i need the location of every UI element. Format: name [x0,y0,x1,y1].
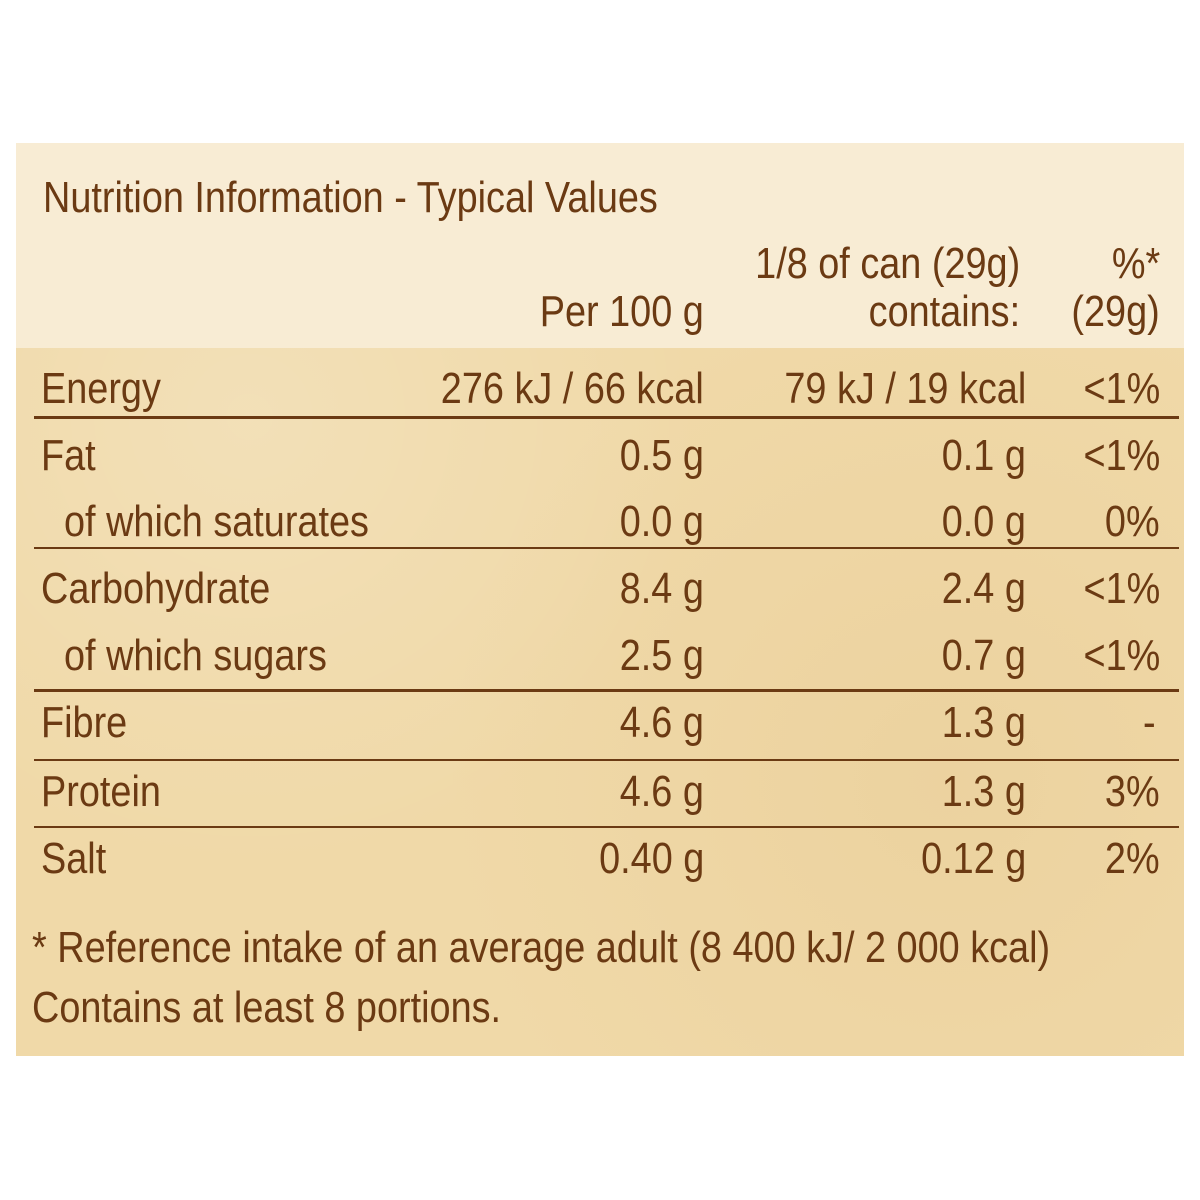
row-divider [34,689,1179,692]
portion-header-line1: 1/8 of can (29g) [754,239,1020,288]
row-salt-per100: 0.40 g [598,834,704,883]
row-divider [34,416,1179,419]
nutrition-label: Nutrition Information - Typical Values P… [16,143,1184,1056]
row-fibre-ri: - [1143,698,1156,747]
row-saturates-portion: 0.0 g [941,497,1026,546]
table-title: Nutrition Information - Typical Values [43,173,658,222]
header-band [16,143,1184,348]
per100-header: Per 100 g [539,287,704,336]
percent-header-line1: %* [1111,239,1160,288]
row-energy-portion: 79 kJ / 19 kcal [784,364,1026,413]
row-saturates-label: of which saturates [64,497,369,546]
row-salt-ri: 2% [1105,834,1160,883]
row-energy-ri: <1% [1083,364,1160,413]
row-fat-ri: <1% [1083,431,1160,480]
row-carbohydrate-label: Carbohydrate [41,564,271,613]
row-fat-portion: 0.1 g [941,431,1026,480]
row-sugars-per100: 2.5 g [619,631,704,680]
row-carbohydrate-per100: 8.4 g [619,564,704,613]
footnote-reference: * Reference intake of an average adult (… [32,923,1051,972]
row-carbohydrate-ri: <1% [1083,564,1160,613]
row-sugars-portion: 0.7 g [941,631,1026,680]
row-salt-portion: 0.12 g [920,834,1026,883]
percent-header-line2: (29g) [1071,287,1160,336]
footnote-portions: Contains at least 8 portions. [32,983,502,1032]
row-protein-label: Protein [41,767,161,816]
row-carbohydrate-portion: 2.4 g [941,564,1026,613]
row-fibre-label: Fibre [41,698,128,747]
row-protein-ri: 3% [1105,767,1160,816]
row-protein-per100: 4.6 g [619,767,704,816]
row-saturates-ri: 0% [1105,497,1160,546]
row-protein-portion: 1.3 g [941,767,1026,816]
row-fibre-per100: 4.6 g [619,698,704,747]
row-energy-per100: 276 kJ / 66 kcal [441,364,704,413]
row-fat-label: Fat [41,431,96,480]
row-fat-per100: 0.5 g [619,431,704,480]
row-salt-label: Salt [41,834,107,883]
row-sugars-ri: <1% [1083,631,1160,680]
row-saturates-per100: 0.0 g [619,497,704,546]
row-divider [34,826,1179,828]
row-sugars-label: of which sugars [64,631,327,680]
row-fibre-portion: 1.3 g [941,698,1026,747]
row-divider [34,547,1179,549]
row-energy-label: Energy [41,364,161,413]
portion-header-line2: contains: [868,287,1020,336]
row-divider [34,759,1179,761]
